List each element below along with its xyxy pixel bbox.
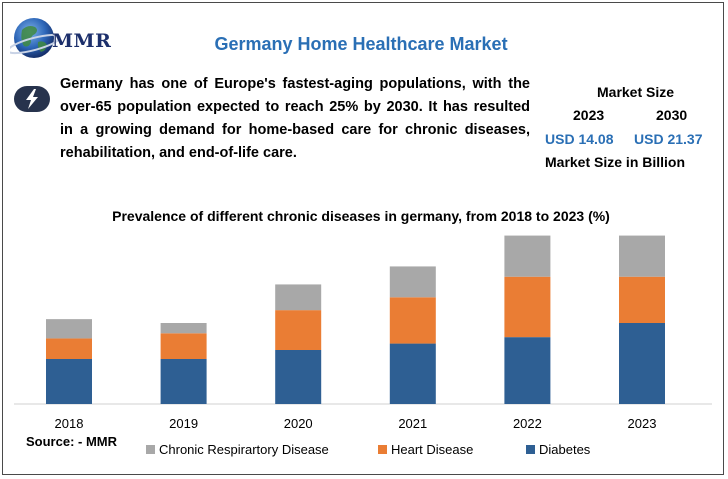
x-tick-label-2018: 2018	[55, 416, 84, 431]
bar-chronic-respirartory-disease-2020	[275, 284, 322, 311]
x-tick-label-2019: 2019	[169, 416, 198, 431]
bar-heart-disease-2023	[619, 276, 665, 323]
legend-label-diabetes: Diabetes	[539, 442, 591, 457]
bar-chronic-respirartory-disease-2023	[619, 235, 665, 277]
bar-diabetes-2021	[389, 343, 436, 404]
bar-diabetes-2018	[46, 359, 92, 404]
bar-heart-disease-2022	[504, 276, 551, 338]
market-size-value-end: USD 21.37	[634, 131, 703, 147]
market-description: Germany has one of Europe's fastest-agin…	[60, 76, 530, 161]
bar-chronic-respirartory-disease-2019	[160, 323, 207, 334]
bar-chronic-respirartory-disease-2021	[389, 266, 436, 298]
market-size-value-start: USD 14.08	[545, 131, 614, 147]
legend-swatch-heart	[378, 445, 387, 454]
bar-diabetes-2019	[160, 359, 207, 404]
market-size-footnote: Market Size in Billion	[545, 154, 686, 170]
legend-swatch-respiratory	[146, 445, 155, 454]
bar-chronic-respirartory-disease-2022	[504, 235, 551, 277]
bar-heart-disease-2018	[46, 338, 92, 359]
infographic-frame	[2, 2, 724, 475]
page-title: Germany Home Healthcare Market	[214, 34, 508, 54]
bar-heart-disease-2020	[275, 310, 322, 350]
legend-label-heart: Heart Disease	[391, 442, 474, 457]
market-size-year-start: 2023	[573, 107, 605, 123]
bar-diabetes-2022	[504, 337, 551, 404]
legend-item-heart: Heart Disease	[378, 442, 473, 457]
market-size-year-end: 2030	[656, 107, 688, 123]
legend-swatch-diabetes	[526, 445, 535, 454]
legend-item-diabetes: Diabetes	[526, 442, 590, 457]
bar-chronic-respirartory-disease-2018	[46, 319, 92, 339]
x-tick-label-2022: 2022	[513, 416, 542, 431]
market-size-heading: Market Size	[597, 84, 675, 100]
x-tick-label-2021: 2021	[398, 416, 427, 431]
bar-heart-disease-2019	[160, 333, 207, 359]
lightning-bolt-icon	[14, 86, 50, 112]
logo-text: MMR	[52, 30, 112, 52]
globe-icon	[10, 18, 62, 58]
x-tick-label-2020: 2020	[284, 416, 313, 431]
bar-diabetes-2020	[275, 350, 322, 404]
legend-label-respiratory: Chronic Respirartory Disease	[159, 442, 329, 457]
bar-diabetes-2023	[619, 323, 665, 404]
legend-item-respiratory: Chronic Respirartory Disease	[146, 442, 329, 457]
source-note: Source: - MMR	[26, 434, 117, 449]
x-tick-label-2023: 2023	[628, 416, 657, 431]
bar-heart-disease-2021	[389, 297, 436, 344]
chart-title: Prevalence of different chronic diseases…	[112, 208, 610, 224]
